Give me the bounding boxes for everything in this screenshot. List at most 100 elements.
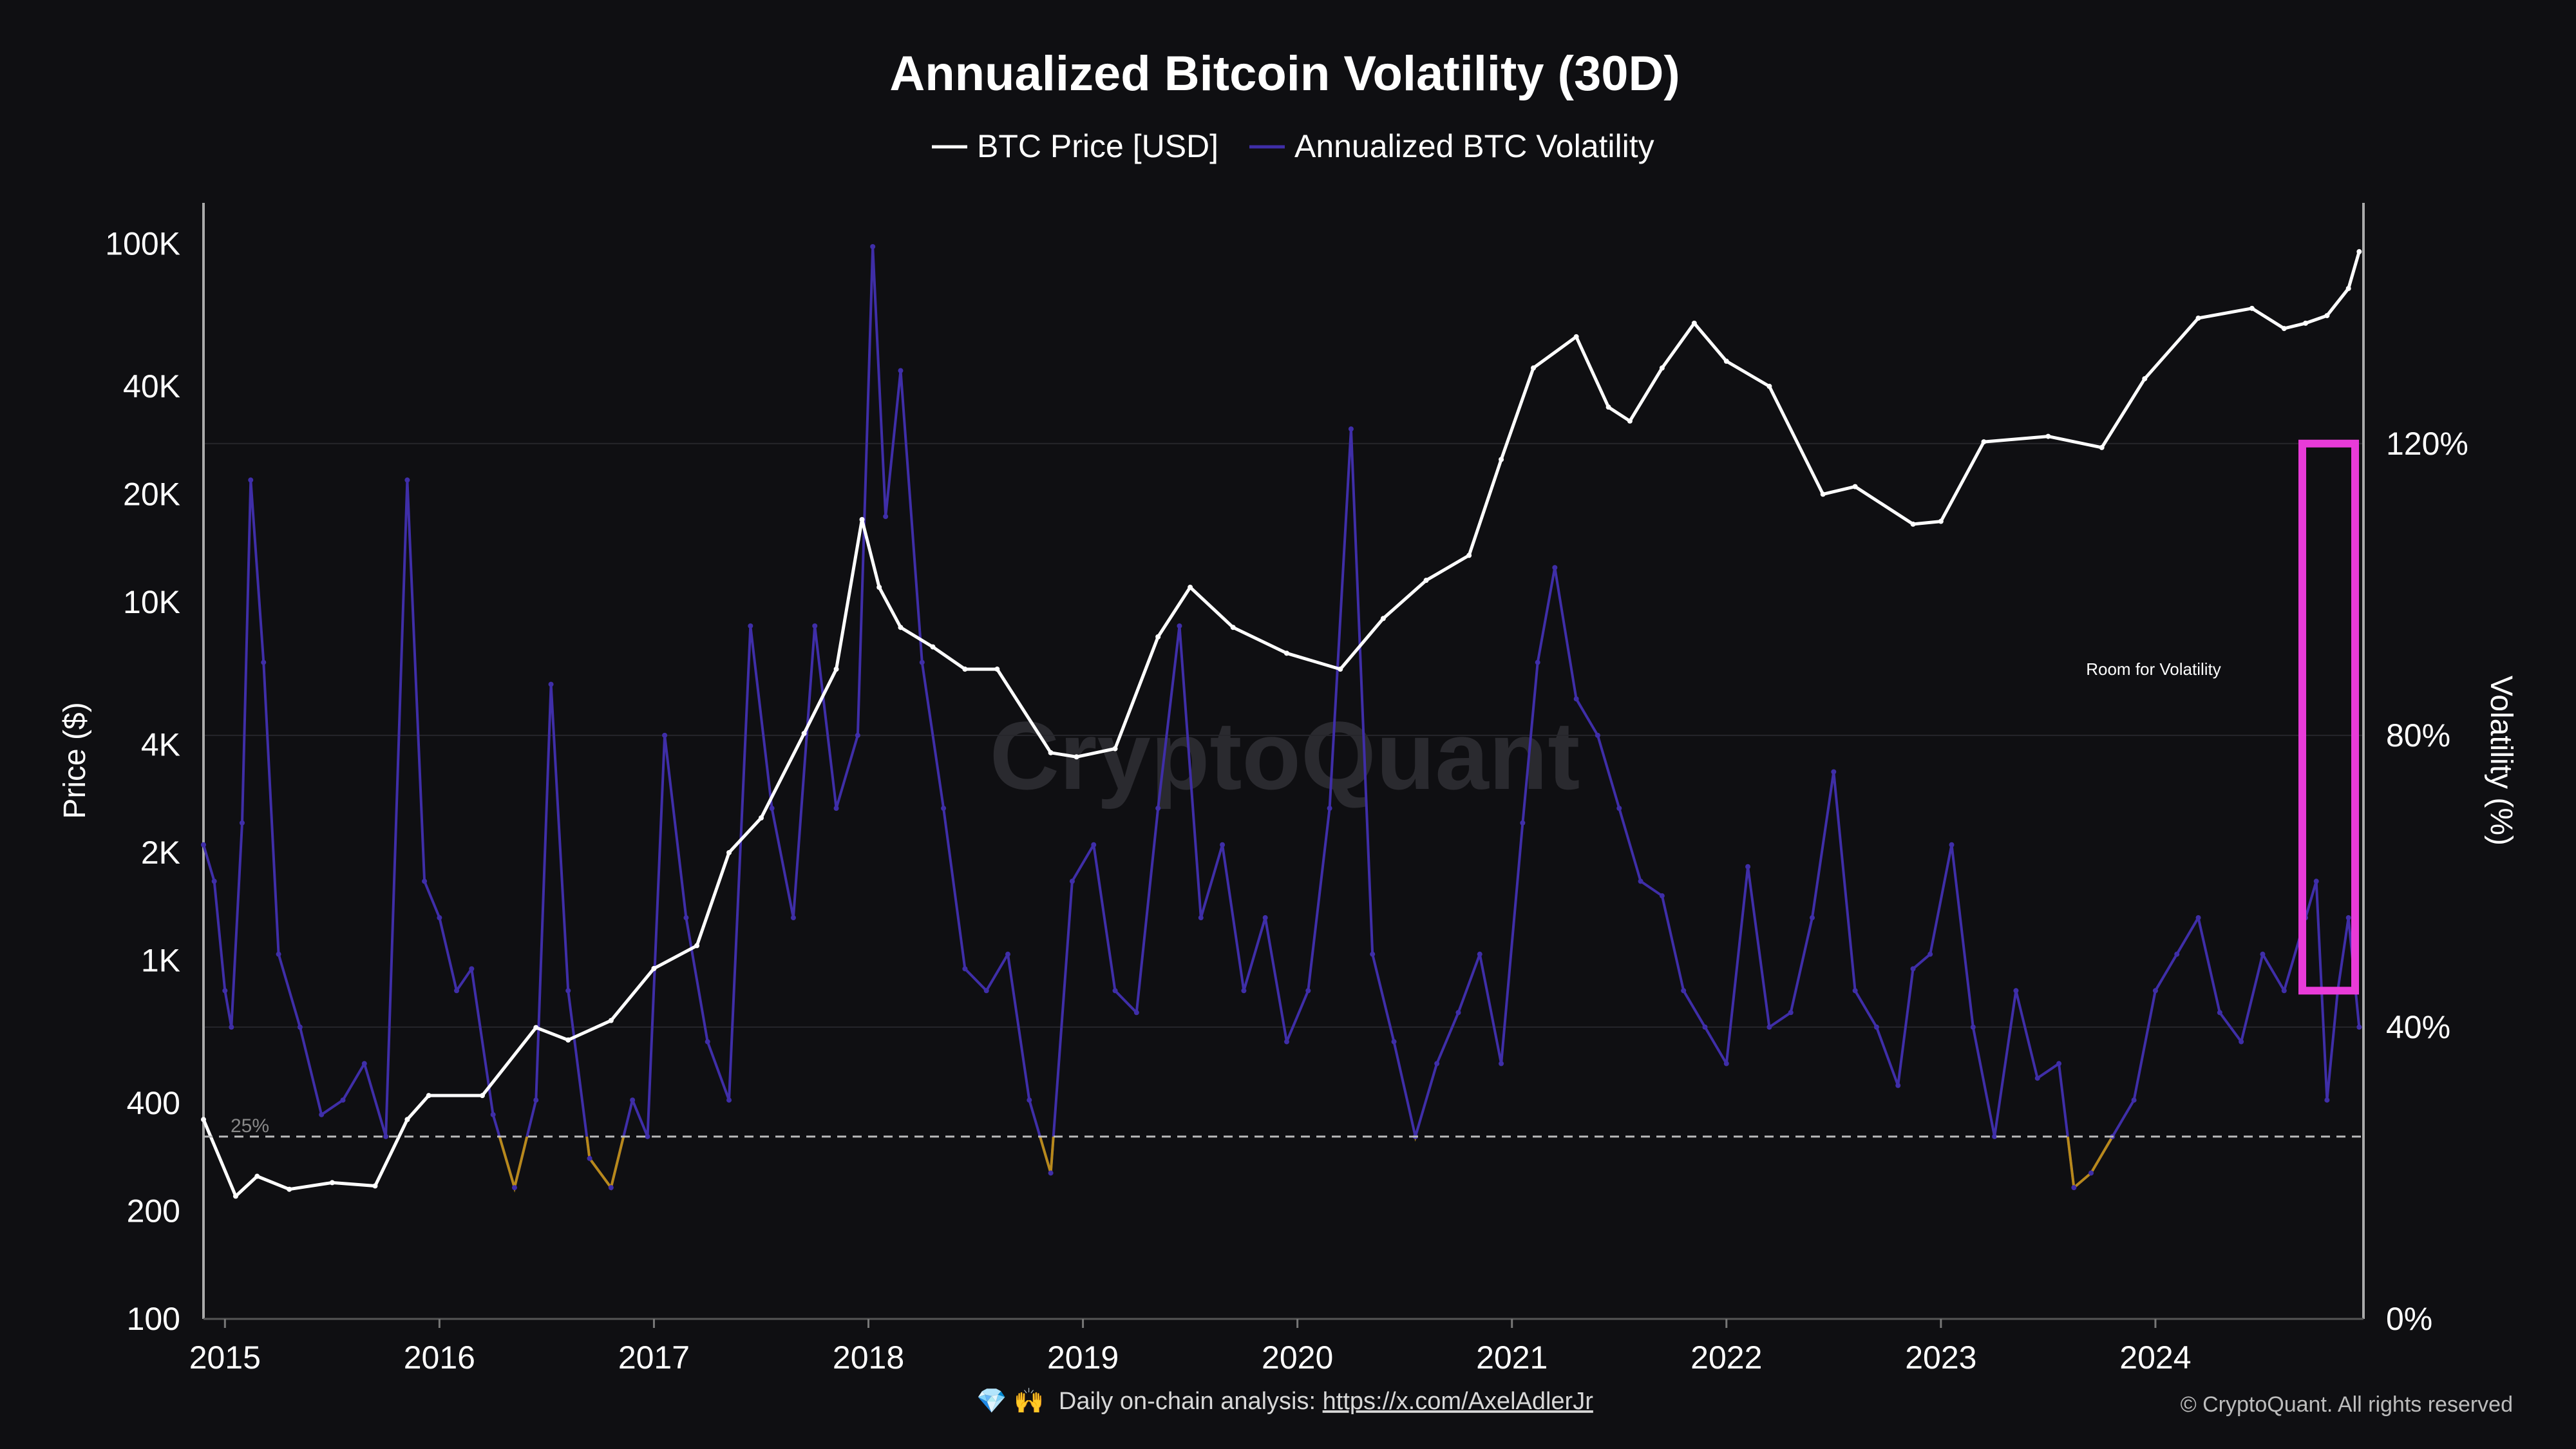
price-point [1723,358,1729,364]
price-point [1074,754,1079,760]
volatility-point [1638,878,1643,884]
price-point [1380,616,1386,621]
price-point [1605,404,1611,410]
volatility-point [1745,864,1751,869]
volatility-point [2356,1024,2362,1030]
volatility-point [683,915,689,921]
right-tick-label: 0% [2386,1301,2432,1337]
volatility-point [2056,1061,2062,1066]
volatility-point [2313,878,2319,884]
volatility-point [726,1097,732,1103]
volatility-point [1552,565,1558,571]
price-point [2099,444,2105,450]
volatility-point [855,732,860,738]
volatility-point [1873,1024,1879,1030]
volatility-point [630,1097,636,1103]
volatility-point [1992,1133,1998,1139]
price-point [2249,305,2255,311]
volatility-point [941,806,947,811]
volatility-point [1910,966,1916,972]
price-point [758,815,764,821]
volatility-point [222,988,228,994]
volatility-point [1659,893,1665,899]
price-point [1981,439,1987,445]
volatility-point [662,732,668,738]
price-point [1112,746,1118,752]
volatility-point [919,659,925,665]
volatility-point [645,1133,650,1139]
volatility-point [1391,1039,1397,1045]
left-axis-ticks: 100 200 400 1K 2K 4K 10K 20K 40K 100K [105,225,180,1337]
price-point [898,625,904,630]
left-tick-label: 2K [141,835,180,871]
volatility-point [2034,1075,2040,1081]
volatility-point [297,1024,303,1030]
volatility-point [1573,696,1579,702]
volatility-point [1305,988,1311,994]
volatility-point [565,988,571,994]
price-point [1938,518,1944,524]
price-point [1466,553,1472,558]
volatility-point [201,842,206,848]
grid-layer [204,442,2363,1028]
x-tick-label: 2017 [618,1340,690,1376]
volatility-point [608,1185,614,1191]
volatility-point [1616,806,1622,811]
volatility-point [1241,988,1247,994]
right-axis-label: Volatility (%) [2484,676,2518,846]
volatility-point [261,659,267,665]
volatility-point [1949,842,1955,848]
volatility-point [2281,988,2287,994]
volatility-point [1005,951,1011,957]
volatility-point [511,1185,517,1191]
volatility-point [1069,878,1075,884]
x-tick-label: 2016 [404,1340,475,1376]
price-point [651,965,657,971]
volatility-point [533,1097,539,1103]
volatility-point [1455,1010,1461,1016]
volatility-point [1220,842,1226,848]
left-tick-label: 10K [123,584,180,620]
price-point [1188,584,1193,590]
price-point [565,1037,571,1043]
room-for-volatility-box [2298,439,2359,995]
price-point [1423,578,1429,583]
volatility-point [2324,1097,2330,1103]
footer-emoji: 💎 🙌 [976,1387,1044,1415]
volatility-point [1348,426,1354,432]
price-point [2356,249,2362,254]
price-point [801,730,807,736]
volatility-point [2345,915,2351,921]
price-point [404,1117,410,1122]
left-tick-label: 4K [141,726,180,762]
volatility-point [248,477,254,483]
volatility-point [422,878,428,884]
price-point [201,1117,206,1122]
volatility-point [1499,1061,1504,1066]
volatility-point [548,681,554,687]
price-point [994,667,1000,672]
price-point [232,1193,238,1199]
price-point [962,667,968,672]
price-point [1048,750,1054,755]
left-tick-label: 40K [123,368,180,404]
x-tick-label: 2018 [833,1340,904,1376]
footer-text: 💎 🙌 Daily on-chain analysis: https://x.c… [976,1387,1593,1415]
x-tick-label: 2022 [1690,1340,1762,1376]
price-point [833,667,839,672]
volatility-point [229,1024,234,1030]
chart-title: Annualized Bitcoin Volatility (30D) [889,46,1680,101]
price-point [2281,326,2287,332]
volatility-point [769,806,775,811]
footer-link[interactable]: https://x.com/AxelAdlerJr [1323,1388,1594,1415]
price-point [287,1186,292,1192]
price-point [2324,313,2330,319]
price-point [1852,484,1858,489]
volatility-point [790,915,796,921]
price-point [1499,457,1504,462]
volatility-point [2260,951,2266,957]
volatility-point [319,1112,325,1117]
left-tick-label: 20K [123,476,180,512]
legend: BTC Price [USD] Annualized BTC Volatilit… [932,128,1654,164]
